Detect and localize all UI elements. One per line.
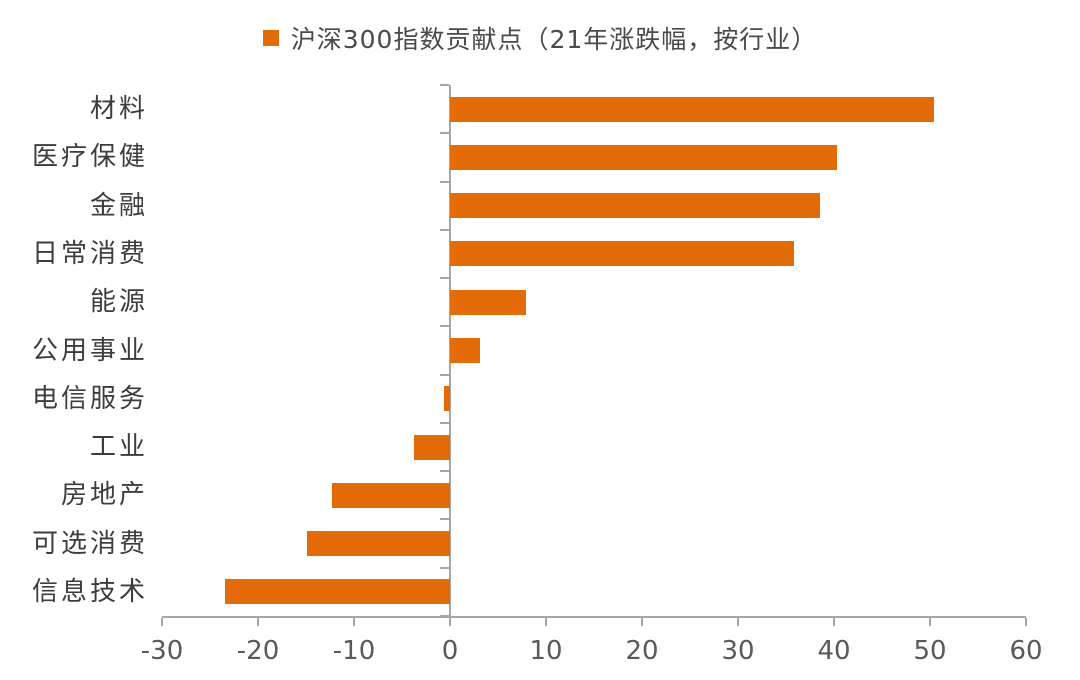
category-tick (440, 325, 449, 328)
x-tick (161, 618, 163, 626)
x-axis-line (162, 616, 1026, 618)
category-tick (440, 180, 449, 183)
bar (450, 193, 820, 219)
category-label: 可选消费 (31, 528, 148, 559)
x-tick-label: 0 (441, 636, 459, 666)
bar (306, 531, 450, 557)
category-label: 房地产 (60, 480, 148, 511)
bar (450, 338, 480, 363)
bar (450, 144, 837, 170)
x-tick (545, 618, 547, 626)
x-tick-label: -10 (332, 636, 376, 666)
category-label: 金融 (89, 190, 148, 221)
bar (414, 434, 450, 460)
category-label: 公用事业 (31, 335, 148, 366)
category-label: 医疗保健 (31, 142, 148, 173)
category-label: 日常消费 (31, 238, 148, 269)
bar (444, 386, 450, 412)
chart-legend: 沪深300指数贡献点（21年涨跌幅，按行业） (0, 18, 1080, 58)
legend-marker-icon (262, 30, 279, 46)
x-tick-label: 40 (817, 636, 851, 666)
category-tick (440, 228, 449, 231)
x-tick (257, 618, 259, 626)
bar (450, 289, 526, 315)
x-tick-label: -30 (140, 636, 184, 666)
category-tick (440, 518, 449, 521)
category-label: 工业 (89, 432, 148, 463)
category-tick (440, 132, 449, 135)
category-label: 电信服务 (31, 383, 148, 414)
x-tick-label: -20 (236, 636, 280, 666)
bar (450, 241, 794, 267)
x-tick (833, 618, 835, 626)
category-label: 信息技术 (31, 576, 148, 607)
category-label: 材料 (89, 94, 148, 125)
x-tick-label: 30 (721, 636, 755, 666)
x-tick-label: 50 (913, 636, 947, 666)
category-tick (440, 373, 449, 376)
x-tick (1025, 618, 1027, 626)
category-tick (440, 470, 449, 473)
category-tick (440, 277, 449, 280)
bar (450, 96, 934, 122)
bar (225, 579, 450, 605)
category-tick (440, 84, 449, 86)
x-tick-label: 10 (529, 636, 563, 666)
x-tick (449, 618, 451, 626)
x-tick-label: 60 (1009, 636, 1043, 666)
category-label: 能源 (89, 287, 148, 318)
category-tick (440, 421, 449, 424)
x-tick (737, 618, 739, 626)
x-tick (929, 618, 931, 626)
category-tick (440, 566, 449, 569)
x-tick (641, 618, 643, 626)
x-tick-label: 20 (625, 636, 659, 666)
x-tick (353, 618, 355, 626)
bar (331, 482, 450, 508)
legend-label: 沪深300指数贡献点（21年涨跌幅，按行业） (290, 25, 818, 54)
